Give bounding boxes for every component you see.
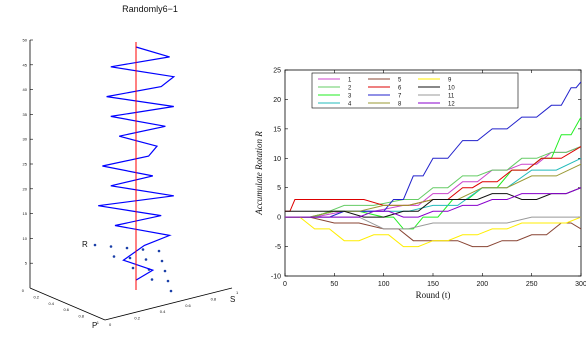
legend-label: 4 xyxy=(348,102,352,108)
s-tick-label: 0.8 xyxy=(211,296,217,301)
y-tick-label: 20 xyxy=(273,97,281,104)
legend-label: 8 xyxy=(398,102,402,108)
floor-dot xyxy=(169,289,173,293)
s-tick-label: 0.6 xyxy=(185,303,191,308)
y-tick-label: -10 xyxy=(271,274,281,281)
legend-label: 1 xyxy=(348,78,352,84)
floor-dot xyxy=(163,269,167,273)
floor-dot xyxy=(128,256,132,260)
floor-dot xyxy=(131,266,135,270)
legend-label: 6 xyxy=(398,86,402,92)
s-axis-letter: S xyxy=(230,295,235,304)
floor-dot xyxy=(141,248,145,251)
floor-dot xyxy=(150,278,154,281)
x-tick-label: 150 xyxy=(427,281,439,288)
z-tick-label: 35 xyxy=(23,112,28,117)
x-tick-label: 250 xyxy=(526,281,538,288)
z-tick-label: 5 xyxy=(25,261,28,266)
legend-label: 11 xyxy=(448,94,455,100)
legend-label: 3 xyxy=(348,94,352,100)
z-tick-label: 50 xyxy=(23,38,28,43)
trajectory-line xyxy=(98,46,176,281)
s-tick-label: 0.4 xyxy=(160,309,166,314)
y-tick-label: -5 xyxy=(275,244,281,251)
legend-label: 2 xyxy=(348,86,352,92)
r-axis-letter: R xyxy=(82,240,88,249)
p-tick-label: 0.2 xyxy=(33,294,39,299)
y-tick-label: 10 xyxy=(273,156,281,163)
floor-dot xyxy=(166,279,170,283)
y-tick-label: 15 xyxy=(273,126,281,133)
floor-dot xyxy=(93,243,97,247)
figure-title: Randomly6−1 xyxy=(122,4,178,14)
x-tick-label: 50 xyxy=(330,281,338,288)
s-axis xyxy=(104,287,233,321)
y-tick-label: 5 xyxy=(277,185,281,192)
legend-label: 7 xyxy=(398,94,402,100)
p-tick-label: 0 xyxy=(22,288,25,293)
s-tick-label: 1 xyxy=(236,290,239,295)
p-tick-label: 0.4 xyxy=(48,301,54,306)
x-tick-label: 0 xyxy=(283,281,287,288)
floor-dot xyxy=(157,249,161,253)
p-axis xyxy=(29,287,106,321)
floor-dot xyxy=(109,245,113,248)
z-tick-label: 30 xyxy=(23,137,28,142)
x-axis-label: Round (t) xyxy=(416,290,451,300)
s-tick-label: 0.2 xyxy=(134,316,140,321)
legend-label: 5 xyxy=(398,78,402,84)
z-tick-label: 25 xyxy=(23,162,28,167)
z-tick-label: 20 xyxy=(23,186,28,191)
line-chart: 0 50 100 150 200 250 300-10-505101520251234567… xyxy=(254,68,586,301)
x-tick-label: 100 xyxy=(378,281,390,288)
floor-dot xyxy=(125,246,129,250)
floor-dot xyxy=(144,258,148,261)
z-tick-label: 10 xyxy=(23,236,28,241)
series-line-9 xyxy=(285,216,581,248)
p-tick-label: 0.6 xyxy=(63,307,69,312)
p-axis-letter: P xyxy=(92,321,97,330)
series-line-10 xyxy=(285,187,581,218)
series-line-12 xyxy=(285,187,581,218)
legend-label: 10 xyxy=(448,86,455,92)
y-tick-label: 25 xyxy=(273,68,281,75)
series-group xyxy=(285,81,581,248)
series-line-2 xyxy=(285,146,581,218)
p-tick-label: 0.8 xyxy=(78,314,84,319)
s-tick-label: 0 xyxy=(109,322,112,327)
y-tick-label: 0 xyxy=(277,215,281,222)
x-tick-label: 300 xyxy=(575,281,586,288)
floor-dot xyxy=(112,255,116,258)
legend-label: 9 xyxy=(448,78,452,84)
p-tick-label: 1 xyxy=(97,320,100,325)
legend-label: 12 xyxy=(448,102,455,108)
series-line-5 xyxy=(285,216,581,248)
z-tick-label: 15 xyxy=(23,211,28,216)
legend-box xyxy=(311,72,519,109)
z-tick-label: 40 xyxy=(23,87,28,92)
z-tick-label: 45 xyxy=(23,62,28,67)
y-axis-label: Accumulate Rotation R xyxy=(254,131,264,216)
x-tick-label: 200 xyxy=(476,281,488,288)
floor-dot xyxy=(160,259,164,263)
